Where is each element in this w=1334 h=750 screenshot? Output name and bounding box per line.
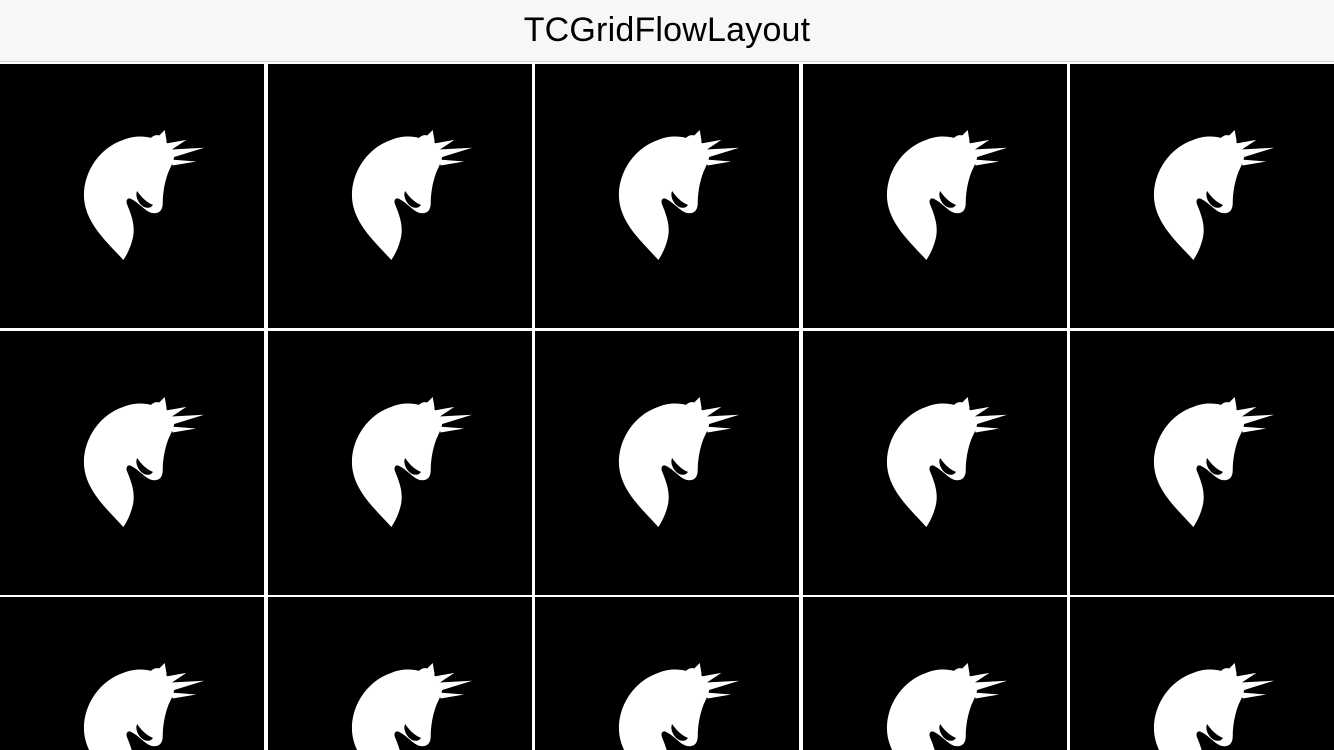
unicorn-icon (351, 396, 472, 527)
unicorn-icon (83, 129, 205, 261)
grid-cell[interactable] (0, 64, 264, 328)
unicorn-icon (618, 662, 740, 750)
grid-cell[interactable] (0, 597, 264, 750)
unicorn-icon (618, 396, 740, 527)
unicorn-icon (618, 129, 740, 261)
unicorn-icon (351, 662, 472, 750)
unicorn-icon (886, 662, 1007, 750)
collection-grid[interactable] (0, 64, 1334, 750)
unicorn-icon (886, 129, 1007, 261)
unicorn-icon (351, 129, 472, 261)
unicorn-icon (1153, 396, 1275, 527)
grid-cell[interactable] (535, 64, 799, 328)
grid-cell[interactable] (535, 597, 799, 750)
grid-cell[interactable] (802, 64, 1067, 328)
unicorn-icon (1153, 662, 1275, 750)
unicorn-icon (1153, 129, 1275, 261)
unicorn-icon (886, 396, 1007, 527)
unicorn-icon (83, 396, 205, 527)
grid-cell[interactable] (1070, 597, 1334, 750)
grid-cell[interactable] (267, 597, 532, 750)
unicorn-icon (83, 662, 205, 750)
page-title: TCGridFlowLayout (523, 11, 811, 49)
grid-cell[interactable] (802, 330, 1067, 595)
grid-cell[interactable] (1070, 64, 1334, 328)
grid-cell[interactable] (267, 330, 532, 595)
grid-cell[interactable] (802, 597, 1067, 750)
navigation-bar: TCGridFlowLayout (0, 0, 1334, 62)
grid-cell[interactable] (0, 330, 264, 595)
grid-cell[interactable] (535, 330, 799, 595)
grid-cell[interactable] (267, 64, 532, 328)
grid-cell[interactable] (1070, 330, 1334, 595)
